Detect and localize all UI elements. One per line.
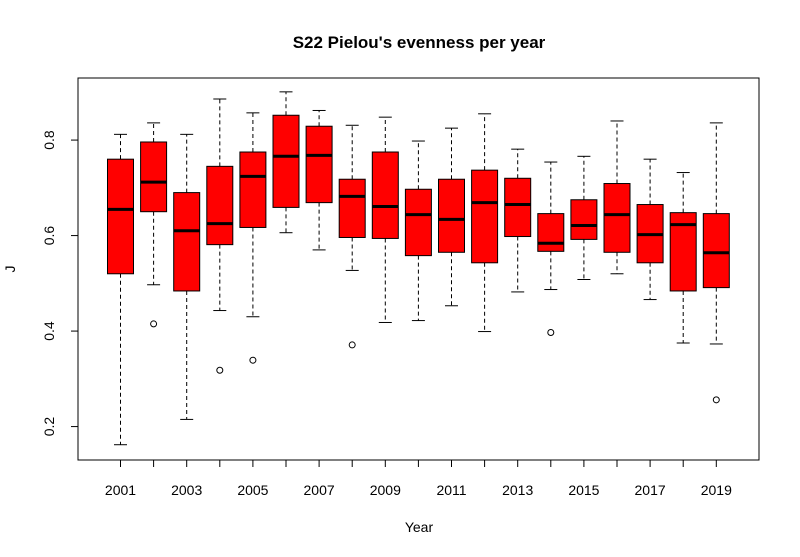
outlier-point: [712, 396, 720, 404]
outlier-point: [547, 329, 555, 337]
box-iqr: [537, 213, 565, 252]
box-2015: [570, 155, 598, 281]
box-iqr: [338, 178, 366, 238]
box-2016: [603, 120, 631, 275]
box-iqr: [239, 151, 267, 228]
box-2014: [537, 161, 565, 337]
box-2013: [504, 148, 532, 293]
box-2018: [669, 172, 697, 344]
box-2002: [140, 122, 168, 328]
outlier-point: [150, 320, 158, 328]
box-iqr: [404, 188, 432, 257]
x-tick-label: 2001: [105, 482, 136, 498]
y-tick-label: 0.6: [41, 226, 57, 246]
box-iqr: [107, 158, 134, 275]
x-tick-label: 2003: [171, 482, 202, 498]
box-iqr: [305, 125, 333, 204]
box-iqr: [603, 183, 631, 253]
box-iqr: [438, 178, 465, 253]
x-tick-label: 2011: [436, 482, 466, 498]
box-2019: [702, 122, 730, 404]
box-iqr: [173, 192, 201, 292]
outlier-point: [216, 366, 224, 374]
box-2006: [272, 91, 300, 234]
box-2008: [338, 124, 366, 349]
x-tick-label: 2015: [568, 482, 599, 498]
box-iqr: [471, 169, 499, 264]
outlier-point: [348, 341, 356, 349]
box-2017: [636, 158, 664, 301]
box-iqr: [504, 177, 532, 238]
y-axis: 0.2 0.4 0.6 0.8: [41, 130, 79, 437]
box-iqr: [702, 213, 730, 289]
box-iqr: [140, 141, 168, 213]
y-tick-label: 0.8: [41, 130, 57, 150]
x-tick-label: 2017: [635, 482, 666, 498]
x-tick-label: 2019: [701, 482, 732, 498]
box-2001: [107, 133, 134, 446]
box-2005: [239, 112, 267, 364]
outlier-point: [249, 356, 257, 364]
x-tick-label: 2005: [237, 482, 268, 498]
box-2012: [471, 113, 499, 333]
box-iqr: [371, 151, 399, 239]
box-2004: [206, 98, 234, 374]
y-tick-label: 0.4: [41, 321, 57, 341]
box-iqr: [206, 165, 234, 246]
box-iqr: [272, 114, 300, 208]
x-tick-label: 2007: [304, 482, 335, 498]
box-2003: [173, 133, 201, 420]
x-axis: 2001 2003 2005 2007 2009 2011 2013 2015 2017 2019: [105, 459, 732, 498]
boxes-group: [107, 91, 730, 446]
y-tick-label: 0.2: [41, 417, 57, 437]
y-axis-label: J: [2, 266, 18, 273]
x-tick-label: 2013: [502, 482, 533, 498]
box-2009: [371, 116, 399, 323]
chart-title: S22 Pielou's evenness per year: [293, 33, 546, 52]
box-2011: [438, 127, 465, 307]
x-axis-label: Year: [405, 519, 434, 535]
x-tick-label: 2009: [370, 482, 401, 498]
box-2007: [305, 109, 333, 251]
box-2010: [404, 140, 432, 322]
box-iqr: [570, 199, 598, 240]
